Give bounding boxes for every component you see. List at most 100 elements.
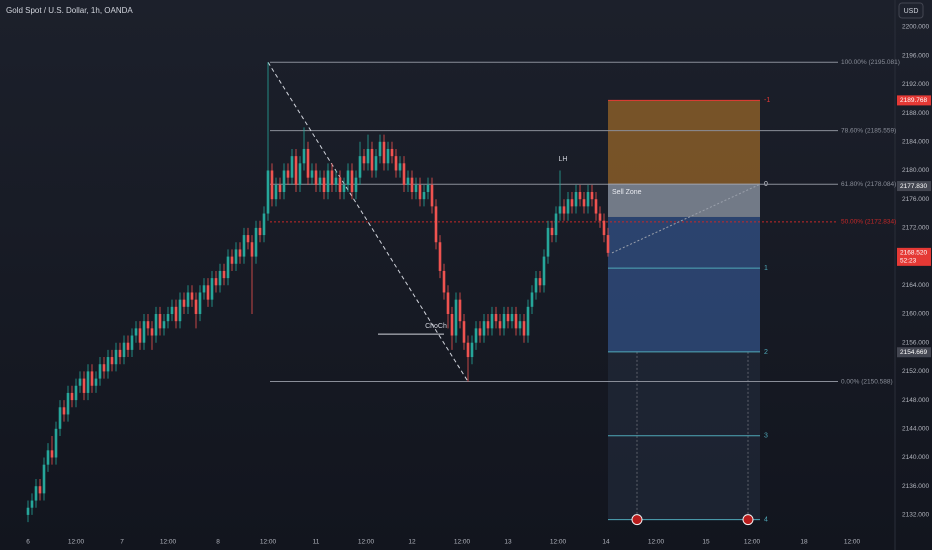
candle-body	[86, 371, 90, 393]
candle-body	[78, 378, 82, 386]
candle-body	[598, 213, 602, 221]
candle-body	[274, 184, 278, 200]
candle-body	[114, 349, 118, 365]
candle-body	[546, 227, 550, 257]
fib-label: 0.00% (2150.588)	[841, 378, 893, 385]
candle-body	[290, 156, 294, 178]
x-tick-label: 12:00	[260, 539, 277, 546]
y-tick-label: 2192.000	[902, 81, 929, 88]
candle-body	[506, 313, 510, 322]
candle-body	[162, 321, 166, 329]
zone	[608, 100, 760, 185]
candle-body	[602, 220, 606, 236]
price-tag-label: 2168.520	[900, 250, 927, 257]
candle-body	[270, 170, 274, 200]
candle-body	[358, 156, 362, 178]
price-tag	[897, 181, 931, 192]
candle-body	[530, 292, 534, 307]
candle-body	[562, 206, 566, 214]
candle-body	[154, 313, 158, 336]
y-tick-label: 2152.000	[902, 368, 929, 375]
candle-body	[94, 378, 98, 386]
candle-body	[398, 163, 402, 171]
y-tick-label: 2132.000	[902, 512, 929, 519]
y-tick-label: 2156.000	[902, 339, 929, 346]
candle-body	[466, 342, 470, 358]
candle-body	[66, 392, 70, 415]
x-tick-label: 12:00	[550, 539, 567, 546]
level-label: -1	[764, 97, 770, 104]
candle-body	[230, 256, 234, 264]
x-tick-label: 6	[26, 539, 30, 546]
x-tick-label: 12:00	[68, 539, 85, 546]
candle-body	[574, 192, 578, 207]
projection-line	[611, 183, 761, 254]
candle-body	[294, 156, 298, 185]
candle-body	[206, 285, 210, 300]
x-tick-label: 7	[120, 539, 124, 546]
y-tick-label: 2184.000	[902, 139, 929, 146]
y-tick-label: 2136.000	[902, 483, 929, 490]
zone-label: Sell Zone	[612, 189, 642, 196]
zone	[608, 184, 760, 217]
candle-body	[582, 199, 586, 207]
candle-body	[170, 306, 174, 314]
candle-body	[282, 170, 286, 193]
price-tag-countdown: 52:23	[900, 258, 917, 265]
candle-body	[190, 292, 194, 300]
candle-body	[426, 184, 430, 193]
annotation: LH	[559, 156, 568, 163]
y-tick-label: 2200.000	[902, 24, 929, 31]
candle-body	[330, 170, 334, 185]
candle-body	[210, 278, 214, 300]
x-tick-label: 12	[408, 539, 416, 546]
chart-title: Gold Spot / U.S. Dollar, 1h, OANDA	[6, 6, 133, 15]
candle-body	[430, 184, 434, 207]
candle-body	[454, 299, 458, 336]
candle-body	[174, 306, 178, 322]
candle-body	[518, 321, 522, 329]
candle-body	[422, 192, 426, 200]
candle-body	[142, 321, 146, 343]
candle-body	[374, 156, 378, 171]
candle-body	[70, 392, 74, 401]
candle-body	[462, 321, 466, 343]
candle-body	[382, 141, 386, 164]
candle-body	[514, 313, 518, 329]
annotation: ChoCh	[425, 323, 447, 330]
candle-body	[338, 177, 342, 193]
candle-body	[146, 321, 150, 329]
currency-button[interactable]	[898, 2, 924, 19]
currency-label[interactable]: USD	[904, 8, 919, 15]
zone	[608, 216, 760, 352]
level-label: 2	[764, 349, 768, 356]
candle-body	[238, 249, 242, 257]
candle-body	[178, 299, 182, 322]
candle-body	[558, 206, 562, 214]
candle-body	[42, 464, 46, 494]
candle-body	[202, 285, 206, 293]
candle-body	[74, 385, 78, 401]
fib-label: 50.00% (2172.834)	[841, 219, 896, 226]
candle-body	[90, 371, 94, 386]
candle-body	[218, 270, 222, 286]
candle-body	[214, 278, 218, 286]
candle-body	[394, 156, 398, 171]
y-tick-label: 2196.000	[902, 52, 929, 59]
candle-body	[354, 177, 358, 193]
candle-body	[594, 199, 598, 214]
candle-body	[58, 407, 62, 429]
candle-body	[478, 328, 482, 336]
candle-body	[122, 342, 126, 358]
candle-body	[30, 500, 34, 508]
candle-body	[442, 270, 446, 293]
x-tick-label: 12:00	[160, 539, 177, 546]
candle-body	[186, 292, 190, 307]
y-tick-label: 2180.000	[902, 167, 929, 174]
candle-body	[410, 177, 414, 193]
price-tag-label: 2189.768	[900, 97, 927, 104]
candle-body	[322, 177, 326, 193]
candle-body	[262, 213, 266, 236]
candle-body	[306, 148, 310, 178]
candle-body	[458, 299, 462, 322]
